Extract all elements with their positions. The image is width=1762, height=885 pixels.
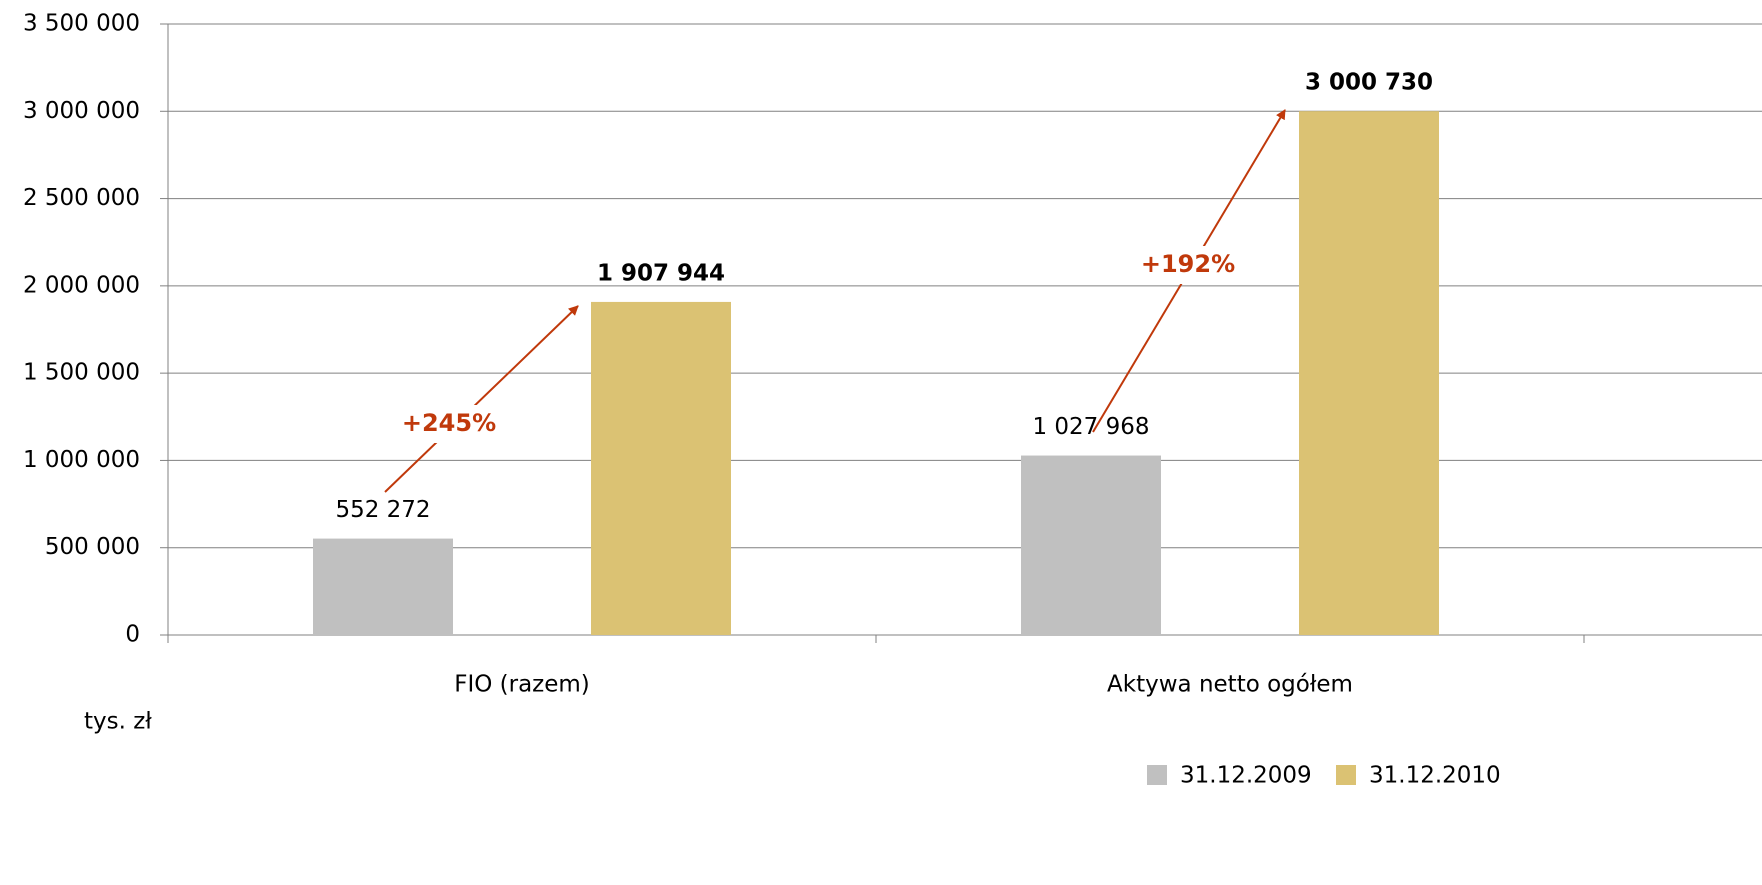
annotation: +192% xyxy=(1141,250,1235,278)
arrow xyxy=(384,305,579,493)
x-tick-label: Aktywa netto ogółem xyxy=(1107,672,1353,698)
annotation-bg xyxy=(390,405,508,443)
y-tick-label: 1 500 000 xyxy=(23,360,140,386)
annotation-bg xyxy=(1128,246,1246,284)
x-tick-label: FIO (razem) xyxy=(454,672,590,698)
value-label: 3 000 730 xyxy=(1305,70,1433,96)
y-tick-label: 2 500 000 xyxy=(23,185,140,211)
y-tick-label: 0 xyxy=(125,622,140,648)
y-tick-label: 3 500 000 xyxy=(23,11,140,37)
value-label: 1 027 968 xyxy=(1032,414,1149,440)
legend-swatch xyxy=(1336,765,1356,785)
y-tick-label: 500 000 xyxy=(45,534,140,560)
y-tick-label: 2 000 000 xyxy=(23,272,140,298)
legend-label: 31.12.2010 xyxy=(1369,763,1501,789)
value-label: 552 272 xyxy=(335,497,430,523)
legend-label: 31.12.2009 xyxy=(1180,763,1312,789)
bar xyxy=(1021,455,1161,635)
bar xyxy=(313,538,453,635)
annotation: +245% xyxy=(402,409,496,437)
value-label: 1 907 944 xyxy=(597,260,725,286)
y-tick-label: 1 000 000 xyxy=(23,447,140,473)
y-tick-label: 3 000 000 xyxy=(23,98,140,124)
bar xyxy=(1299,111,1439,636)
axis-label: tys. zł xyxy=(84,709,152,735)
legend-swatch xyxy=(1147,765,1167,785)
bar xyxy=(591,301,731,635)
